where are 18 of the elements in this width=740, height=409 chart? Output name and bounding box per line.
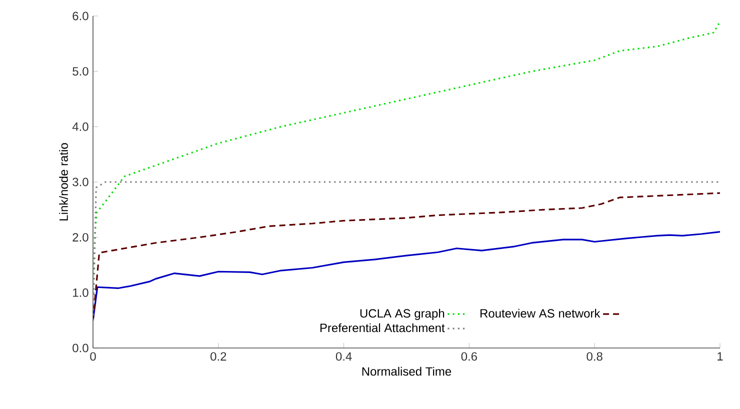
y-tick-label: 2.0 bbox=[72, 233, 88, 242]
x-axis-title: Normalised Time bbox=[362, 366, 452, 376]
y-tick-label: 0.0 bbox=[72, 344, 88, 352]
y-tick-label: 5.0 bbox=[72, 67, 88, 76]
y-axis-title: Link/node ratio bbox=[59, 143, 68, 220]
x-tick-label: 0.8 bbox=[586, 352, 602, 361]
y-tick-label: 4.0 bbox=[72, 122, 88, 131]
y-tick-label: 1.0 bbox=[73, 288, 88, 297]
y-tick-label: 6.0 bbox=[72, 12, 88, 20]
legend-label: Preferential Attachment bbox=[320, 323, 445, 332]
x-tick-label: 0.4 bbox=[336, 352, 352, 361]
x-tick-label: 1 bbox=[718, 352, 723, 360]
x-tick-label: 0 bbox=[90, 352, 96, 361]
y-tick-label: 3.0 bbox=[72, 178, 88, 186]
x-tick-label: 0.2 bbox=[210, 352, 226, 361]
legend-label: Routeview AS network bbox=[480, 308, 600, 318]
x-tick-label: 0.6 bbox=[461, 352, 478, 361]
legend-label: UCLA AS graph bbox=[360, 308, 444, 320]
